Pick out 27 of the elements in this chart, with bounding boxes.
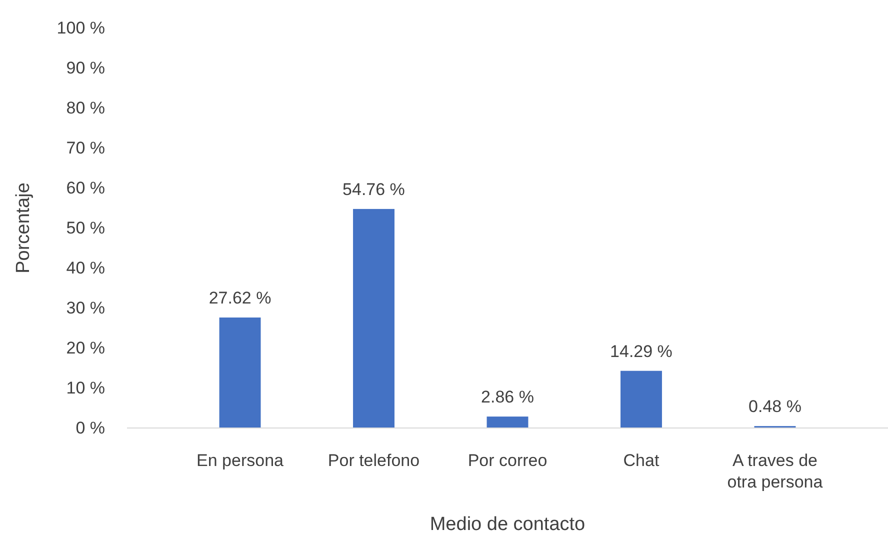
bar [353,208,394,428]
bar [219,318,261,428]
y-tick-label: 90 % [66,58,105,78]
y-tick-label: 10 % [66,378,105,398]
x-tick-label: Chat [623,451,660,470]
data-label: 27.62 % [208,288,272,308]
y-tick-label: 100 % [56,18,105,38]
x-tick-label: Por telefono [328,451,420,470]
data-label: 54.76 % [342,180,405,199]
y-tick-label: 50 % [66,218,105,238]
y-tick-label: 20 % [66,338,105,358]
y-tick-label: 60 % [66,178,105,198]
x-tick-label: En persona [196,451,284,470]
x-tick-label: Por correo [468,451,548,470]
x-tick-label: A traves de otra persona [727,451,824,492]
y-tick-label: 70 % [66,138,105,158]
bar [620,370,662,428]
data-label: 0.48 % [748,397,802,416]
y-axis-title: Porcentaje [13,182,34,274]
y-tick-label: 40 % [66,258,105,278]
data-label: 2.86 % [481,388,534,407]
y-tick-label: 0 % [76,418,105,438]
y-tick-label: 80 % [66,98,105,118]
data-label: 14.29 % [610,342,672,361]
bar [486,416,528,428]
y-tick-label: 30 % [66,298,105,318]
x-axis-title: Medio de contacto [430,514,586,535]
